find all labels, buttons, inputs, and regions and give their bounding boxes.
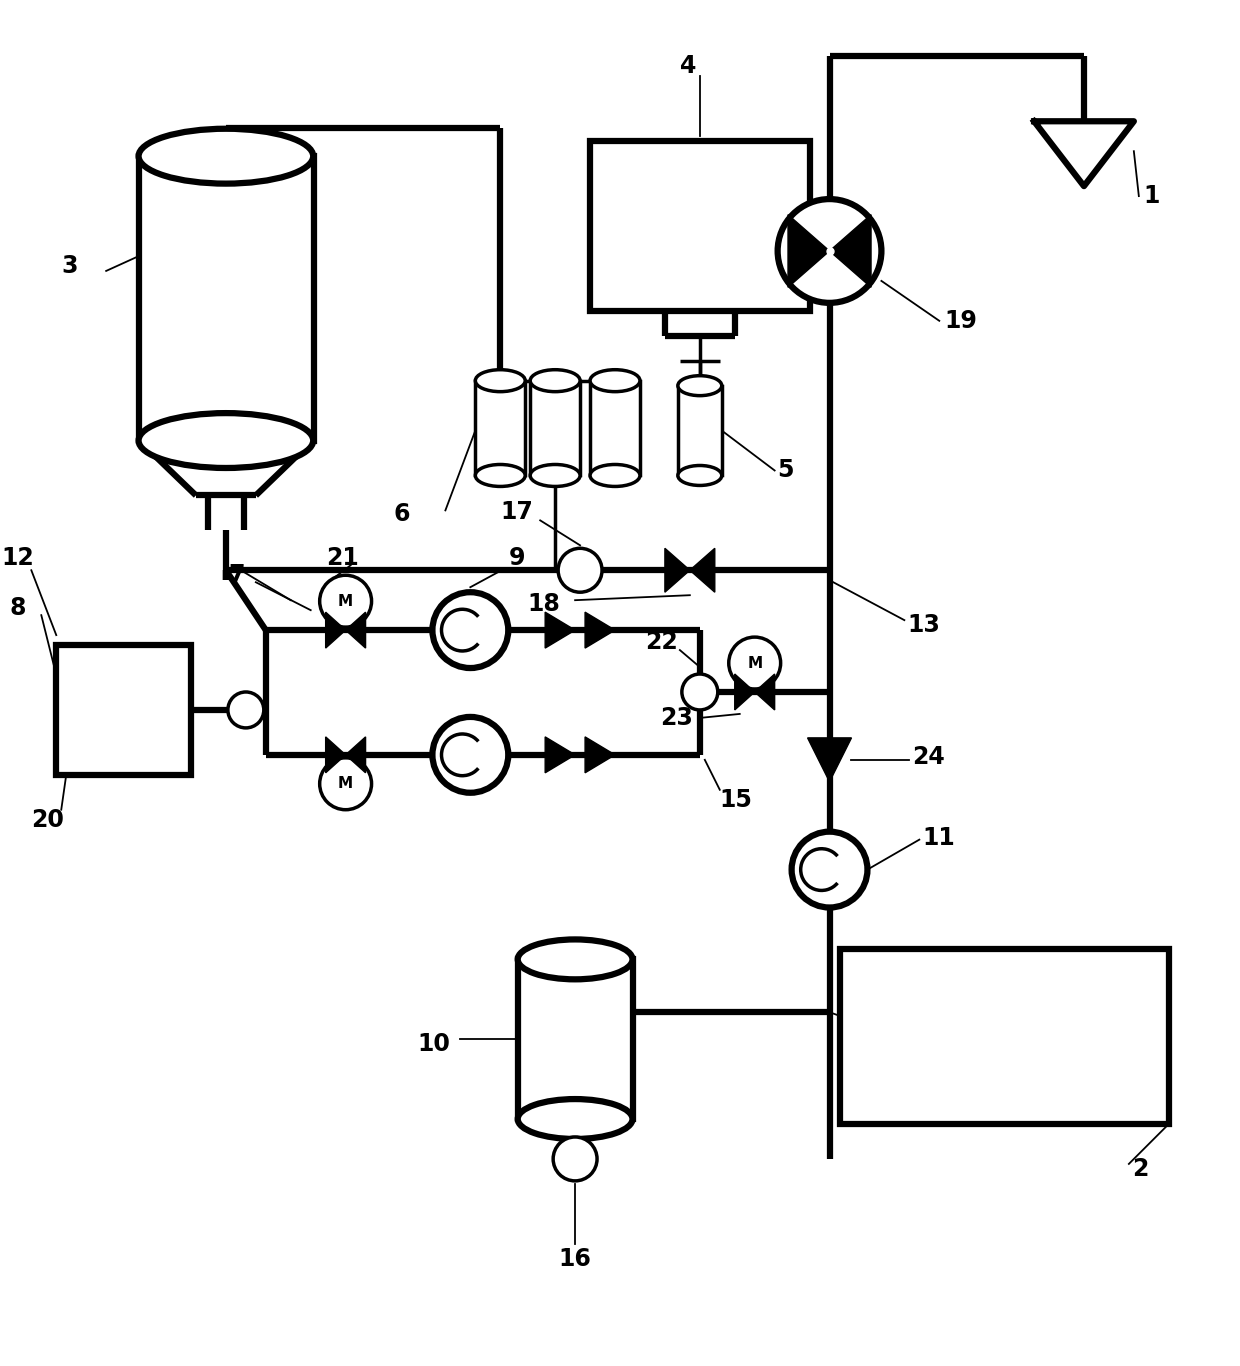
Text: M: M bbox=[748, 656, 763, 671]
Polygon shape bbox=[326, 736, 346, 773]
Text: 16: 16 bbox=[558, 1247, 591, 1270]
Text: 22: 22 bbox=[645, 630, 678, 654]
Text: 5: 5 bbox=[777, 459, 794, 482]
Ellipse shape bbox=[678, 376, 722, 396]
Circle shape bbox=[729, 637, 781, 688]
Polygon shape bbox=[665, 548, 689, 593]
Polygon shape bbox=[346, 736, 366, 773]
Text: 4: 4 bbox=[680, 55, 696, 78]
Text: 14: 14 bbox=[852, 1012, 885, 1037]
Polygon shape bbox=[689, 548, 714, 593]
Ellipse shape bbox=[518, 1100, 632, 1139]
Text: 3: 3 bbox=[61, 254, 78, 277]
Ellipse shape bbox=[139, 128, 314, 183]
Bar bbox=[678, 385, 722, 475]
Circle shape bbox=[433, 593, 508, 668]
Text: 11: 11 bbox=[923, 825, 955, 850]
Polygon shape bbox=[755, 673, 775, 710]
Polygon shape bbox=[546, 736, 575, 773]
Circle shape bbox=[682, 673, 718, 710]
Circle shape bbox=[228, 693, 264, 728]
Circle shape bbox=[320, 758, 372, 810]
Polygon shape bbox=[735, 673, 755, 710]
Polygon shape bbox=[346, 612, 366, 647]
Text: M: M bbox=[339, 776, 353, 791]
Text: 23: 23 bbox=[660, 706, 693, 729]
Text: 6: 6 bbox=[393, 503, 410, 526]
Text: 8: 8 bbox=[10, 596, 26, 620]
Text: M: M bbox=[339, 594, 353, 609]
Text: 10: 10 bbox=[418, 1033, 450, 1056]
Ellipse shape bbox=[475, 370, 526, 392]
Text: 2: 2 bbox=[1132, 1157, 1148, 1182]
Text: 20: 20 bbox=[31, 807, 64, 832]
Polygon shape bbox=[326, 612, 346, 647]
Bar bbox=[839, 949, 1169, 1124]
Circle shape bbox=[777, 199, 882, 303]
Polygon shape bbox=[585, 736, 615, 773]
Polygon shape bbox=[1034, 122, 1133, 186]
Text: 1: 1 bbox=[1143, 184, 1161, 208]
Text: 15: 15 bbox=[719, 788, 753, 811]
Ellipse shape bbox=[475, 464, 526, 486]
Bar bbox=[590, 381, 640, 475]
Circle shape bbox=[791, 832, 868, 907]
Text: 19: 19 bbox=[945, 309, 977, 333]
Ellipse shape bbox=[531, 464, 580, 486]
Bar bbox=[139, 156, 314, 441]
Text: 7: 7 bbox=[228, 563, 244, 587]
Text: 12: 12 bbox=[1, 546, 35, 570]
Polygon shape bbox=[830, 214, 870, 287]
Text: 9: 9 bbox=[508, 546, 525, 570]
Bar bbox=[590, 141, 810, 311]
Bar bbox=[475, 381, 526, 475]
Text: 21: 21 bbox=[326, 546, 358, 570]
Text: 18: 18 bbox=[527, 593, 560, 616]
Circle shape bbox=[558, 548, 603, 593]
Circle shape bbox=[320, 575, 372, 627]
Ellipse shape bbox=[531, 370, 580, 392]
Text: 17: 17 bbox=[500, 500, 533, 525]
Ellipse shape bbox=[590, 370, 640, 392]
Polygon shape bbox=[789, 214, 830, 287]
Ellipse shape bbox=[518, 940, 632, 979]
Polygon shape bbox=[807, 738, 852, 781]
Ellipse shape bbox=[678, 466, 722, 485]
Text: 13: 13 bbox=[908, 613, 940, 637]
Polygon shape bbox=[585, 612, 615, 647]
Bar bbox=[56, 645, 191, 775]
Bar bbox=[518, 959, 632, 1119]
Circle shape bbox=[433, 717, 508, 792]
Circle shape bbox=[553, 1137, 596, 1180]
Ellipse shape bbox=[139, 413, 314, 469]
Bar bbox=[531, 381, 580, 475]
Polygon shape bbox=[546, 612, 575, 647]
Ellipse shape bbox=[590, 464, 640, 486]
Text: 24: 24 bbox=[913, 744, 945, 769]
